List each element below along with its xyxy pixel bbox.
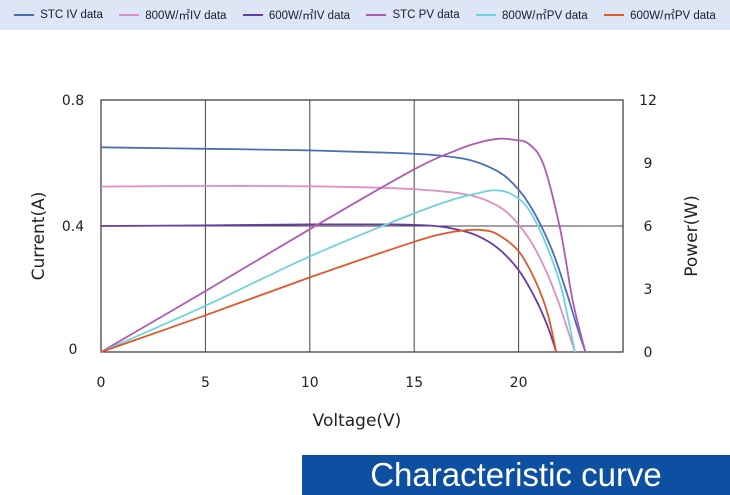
y2-tick-label: 6	[644, 219, 653, 235]
legend-item: STC IV data	[14, 9, 103, 21]
x-tick-label: 10	[301, 375, 319, 391]
x-tick-label: 15	[405, 375, 423, 391]
legend-label: 800W/㎡IV data	[145, 10, 227, 22]
legend-item: 800W/㎡IV data	[119, 7, 226, 23]
y-tick-label: 0	[69, 342, 78, 358]
series-line	[100, 146, 587, 353]
legend-label: 600W/㎡PV data	[630, 10, 716, 22]
series-line	[100, 228, 558, 353]
series-lines	[100, 137, 587, 353]
caption-banner: Characteristic curve	[302, 455, 730, 495]
x-tick-label: 20	[510, 375, 528, 391]
legend-item: 800W/㎡PV data	[476, 7, 588, 23]
tick-labels: 0 5 10 15 20 0 0.4 0.8 0 3 6 9 12	[62, 93, 657, 391]
legend-swatch	[242, 14, 263, 16]
legend-swatch	[14, 14, 35, 16]
y2-axis-title: Power(W)	[682, 195, 702, 276]
series-line	[100, 137, 587, 353]
legend-label: STC IV data	[40, 9, 103, 21]
y2-tick-label: 9	[644, 156, 653, 172]
y2-tick-label: 3	[644, 282, 653, 298]
series-line	[100, 189, 576, 353]
x-axis-title: Voltage(V)	[313, 411, 402, 431]
iv-pv-chart: 0 5 10 15 20 0 0.4 0.8 0 3 6 9 12 Voltage(V) Current…	[29, 93, 702, 431]
series-line	[100, 185, 576, 353]
x-tick-label: 0	[97, 375, 106, 391]
y-tick-label: 0.4	[62, 219, 84, 235]
legend-item: STC PV data	[366, 9, 460, 21]
y-axis-title: Current(A)	[29, 192, 49, 281]
legend-swatch	[476, 14, 497, 16]
legend-swatch	[366, 14, 387, 16]
legend-item: 600W/㎡IV data	[242, 7, 351, 23]
y-tick-label: 0.8	[62, 93, 84, 109]
legend-label: 800W/㎡PV data	[502, 10, 588, 22]
legend-label: STC PV data	[392, 9, 460, 21]
series-line	[100, 223, 558, 353]
legend: STC IV data 800W/㎡IV data 600W/㎡IV data STC…	[0, 0, 730, 30]
x-tick-label: 5	[201, 375, 210, 391]
legend-item: 600W/㎡PV data	[604, 7, 716, 23]
y2-tick-label: 0	[644, 345, 653, 361]
legend-label: 600W/㎡IV data	[268, 10, 351, 22]
legend-swatch	[604, 14, 625, 16]
legend-swatch	[119, 14, 140, 16]
y2-tick-label: 12	[639, 93, 657, 109]
